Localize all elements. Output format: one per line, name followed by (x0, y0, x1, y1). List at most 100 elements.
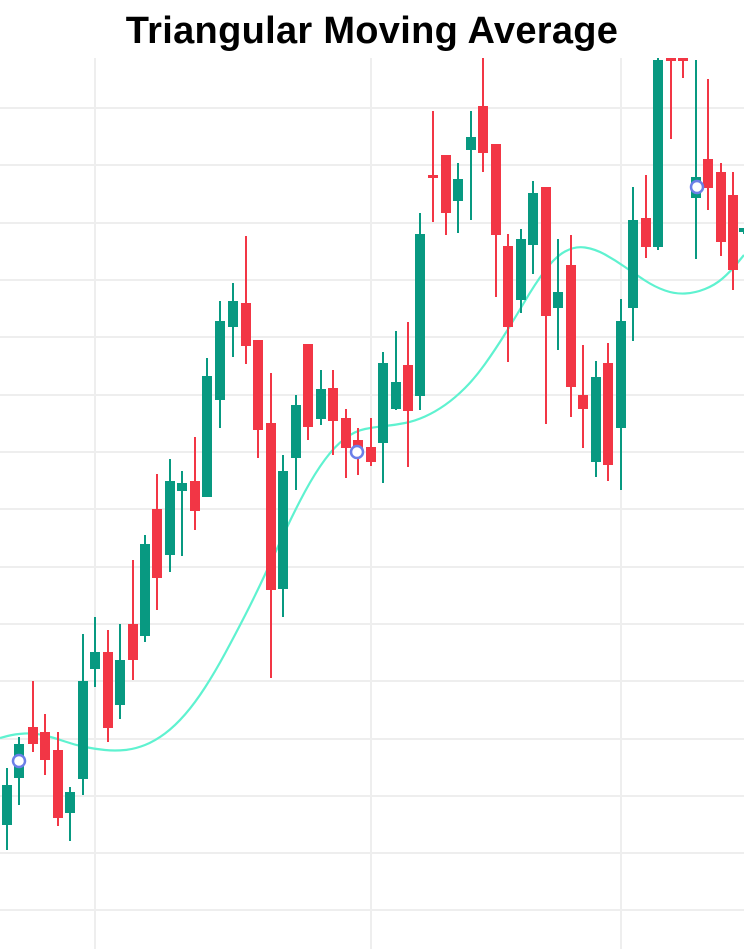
candle-body (115, 660, 125, 705)
signal-marker-circle-icon (349, 444, 365, 460)
candle-body (641, 218, 651, 247)
bullish-candle (278, 455, 288, 617)
bearish-candle (403, 322, 413, 467)
candle-body (165, 481, 175, 555)
candle-body (103, 652, 113, 728)
candle-body (152, 509, 162, 578)
bearish-candle (566, 235, 576, 417)
candle-body (541, 187, 551, 316)
bullish-candle (691, 60, 701, 259)
bullish-candle (653, 58, 663, 250)
bullish-candle (90, 617, 100, 687)
bullish-candle (391, 331, 401, 410)
candle-body (128, 624, 138, 660)
bearish-candle (128, 560, 138, 680)
bearish-candle (478, 58, 488, 172)
candle-body (90, 652, 100, 669)
candle-body (503, 246, 513, 327)
bullish-candle (316, 370, 326, 425)
chart-gridlines (0, 58, 744, 949)
candle-body (653, 60, 663, 247)
signal-markers (11, 179, 705, 769)
candle-body (366, 447, 376, 462)
candle-body (466, 137, 476, 150)
candle-body (40, 732, 50, 760)
candle-body (341, 418, 351, 448)
bullish-candle (177, 471, 187, 556)
bearish-candle (603, 343, 613, 481)
candle-body (316, 389, 326, 419)
candle-body (215, 321, 225, 400)
bearish-candle (491, 144, 501, 297)
bearish-candle (728, 172, 738, 290)
bearish-candle (40, 714, 50, 775)
candle-body (328, 388, 338, 421)
bearish-candle (678, 58, 688, 78)
candle-body (739, 228, 744, 232)
candle-body (28, 727, 38, 744)
candle-body (441, 155, 451, 213)
bullish-candle (466, 111, 476, 220)
bullish-candle (516, 229, 526, 313)
candle-body (266, 423, 276, 590)
candle-body (291, 405, 301, 458)
candle-body (453, 179, 463, 201)
bearish-candle (328, 370, 338, 455)
bearish-candle (666, 58, 676, 139)
candle-body (278, 471, 288, 589)
bearish-candle (253, 340, 263, 458)
bullish-candle (291, 395, 301, 490)
bearish-candle (716, 163, 726, 256)
candle-body (703, 159, 713, 188)
candle-body (190, 481, 200, 511)
signal-marker-circle-icon (11, 753, 27, 769)
bearish-candle (441, 155, 451, 235)
bullish-candle (78, 634, 88, 795)
candle-body (566, 265, 576, 387)
candle-body (603, 363, 613, 465)
candle-body (491, 144, 501, 235)
candles (2, 58, 744, 850)
bullish-candle (591, 361, 601, 477)
bearish-candle (366, 418, 376, 466)
candle-body (415, 234, 425, 396)
candle-body (628, 220, 638, 308)
candle-body (53, 750, 63, 818)
bearish-candle (428, 111, 438, 222)
bullish-candle (2, 768, 12, 850)
candle-body (303, 344, 313, 427)
candle-body (428, 175, 438, 178)
candle-body (403, 365, 413, 411)
bearish-candle (152, 474, 162, 610)
bearish-candle (241, 236, 251, 364)
bearish-candle (578, 345, 588, 448)
candle-body (228, 301, 238, 327)
bearish-candle (341, 409, 351, 478)
bullish-candle (528, 181, 538, 274)
candle-body (716, 172, 726, 242)
candle-body (202, 376, 212, 497)
bearish-candle (541, 187, 551, 424)
bullish-candle (628, 187, 638, 341)
bullish-candle (553, 239, 563, 350)
candle-body (78, 681, 88, 779)
chart-title: Triangular Moving Average (125, 10, 619, 52)
bullish-candle (14, 737, 24, 805)
candle-body (616, 321, 626, 428)
bearish-candle (103, 630, 113, 742)
bullish-candle (378, 352, 388, 483)
candle-body (378, 363, 388, 443)
candle-body (666, 58, 676, 61)
candle-body (140, 544, 150, 636)
bearish-candle (190, 437, 200, 530)
candle-body (65, 792, 75, 813)
bearish-candle (53, 732, 63, 826)
bearish-candle (28, 681, 38, 752)
bullish-candle (415, 213, 425, 410)
candle-body (177, 483, 187, 491)
bullish-candle (65, 787, 75, 841)
bearish-candle (641, 175, 651, 258)
signal-marker-circle-icon (689, 179, 705, 195)
candle-body (478, 106, 488, 153)
